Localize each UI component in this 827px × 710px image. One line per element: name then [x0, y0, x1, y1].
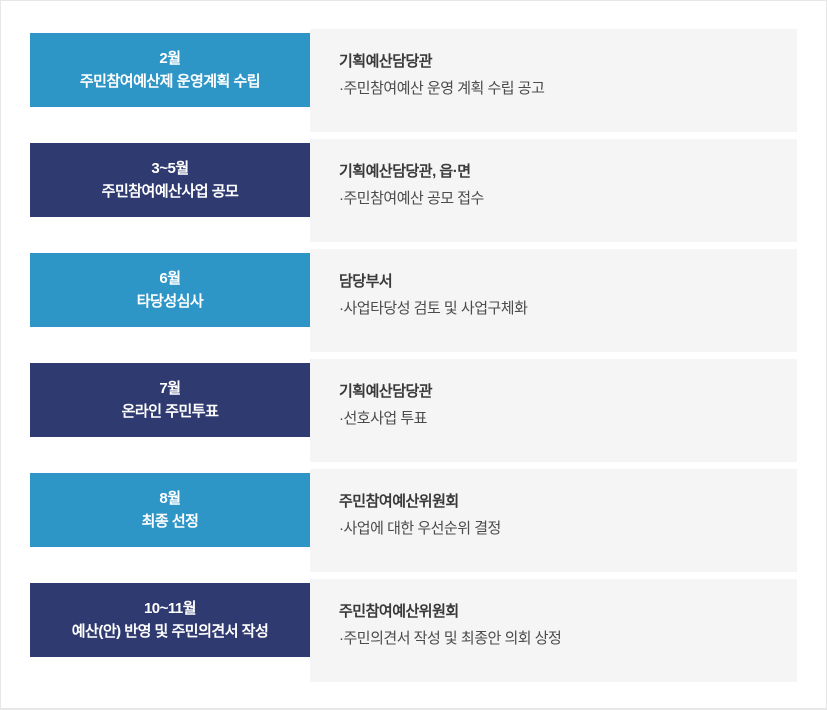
period-title: 예산(안) 반영 및 주민의견서 작성 — [71, 623, 269, 640]
period-month: 2월 — [159, 50, 181, 67]
detail-text: ·주민의견서 작성 및 최종안 의회 상정 — [339, 630, 562, 647]
timeline-row: 기획예산담당관, 읍·면 ·주민참여예산 공모 접수 3~5월 주민참여예산사업… — [1, 139, 826, 242]
timeline-row: 기획예산담당관 ·주민참여예산 운영 계획 수립 공고 2월 주민참여예산제 운… — [1, 29, 826, 132]
row-content-box: 기획예산담당관 ·선호사업 투표 — [310, 359, 797, 462]
department-name: 기획예산담당관, 읍·면 — [339, 163, 471, 180]
row-content-box: 기획예산담당관 ·주민참여예산 운영 계획 수립 공고 — [310, 29, 797, 132]
detail-text: ·주민참여예산 운영 계획 수립 공고 — [339, 80, 545, 97]
department-name: 기획예산담당관 — [339, 53, 433, 70]
period-label-box: 10~11월 예산(안) 반영 및 주민의견서 작성 — [30, 583, 310, 657]
detail-text: ·사업타당성 검토 및 사업구체화 — [339, 300, 528, 317]
row-content-box: 주민참여예산위원회 ·주민의견서 작성 및 최종안 의회 상정 — [310, 579, 797, 682]
department-name: 주민참여예산위원회 — [339, 603, 459, 620]
timeline-row: 주민참여예산위원회 ·사업에 대한 우선순위 결정 8월 최종 선정 — [1, 469, 826, 572]
row-content-box: 기획예산담당관, 읍·면 ·주민참여예산 공모 접수 — [310, 139, 797, 242]
detail-text: ·사업에 대한 우선순위 결정 — [339, 520, 501, 537]
detail-text: ·선호사업 투표 — [339, 410, 427, 427]
period-label-box: 6월 타당성심사 — [30, 253, 310, 327]
timeline-row: 주민참여예산위원회 ·주민의견서 작성 및 최종안 의회 상정 10~11월 예… — [1, 579, 826, 682]
period-title: 온라인 주민투표 — [121, 403, 219, 420]
row-content-box: 주민참여예산위원회 ·사업에 대한 우선순위 결정 — [310, 469, 797, 572]
period-label-box: 3~5월 주민참여예산사업 공모 — [30, 143, 310, 217]
period-month: 10~11월 — [143, 600, 197, 617]
period-label-box: 2월 주민참여예산제 운영계획 수립 — [30, 33, 310, 107]
row-content-box: 담당부서 ·사업타당성 검토 및 사업구체화 — [310, 249, 797, 352]
department-name: 기획예산담당관 — [339, 383, 433, 400]
period-title: 타당성심사 — [136, 293, 204, 310]
timeline-row: 기획예산담당관 ·선호사업 투표 7월 온라인 주민투표 — [1, 359, 826, 462]
period-month: 6월 — [159, 270, 181, 287]
period-month: 7월 — [159, 380, 181, 397]
period-month: 8월 — [159, 490, 181, 507]
period-title: 주민참여예산사업 공모 — [101, 183, 239, 200]
period-label-box: 8월 최종 선정 — [30, 473, 310, 547]
period-title: 최종 선정 — [141, 513, 199, 530]
department-name: 주민참여예산위원회 — [339, 493, 459, 510]
period-month: 3~5월 — [151, 160, 189, 177]
period-label-box: 7월 온라인 주민투표 — [30, 363, 310, 437]
department-name: 담당부서 — [339, 273, 393, 290]
timeline-row: 담당부서 ·사업타당성 검토 및 사업구체화 6월 타당성심사 — [1, 249, 826, 352]
period-title: 주민참여예산제 운영계획 수립 — [79, 73, 261, 90]
detail-text: ·주민참여예산 공모 접수 — [339, 190, 484, 207]
